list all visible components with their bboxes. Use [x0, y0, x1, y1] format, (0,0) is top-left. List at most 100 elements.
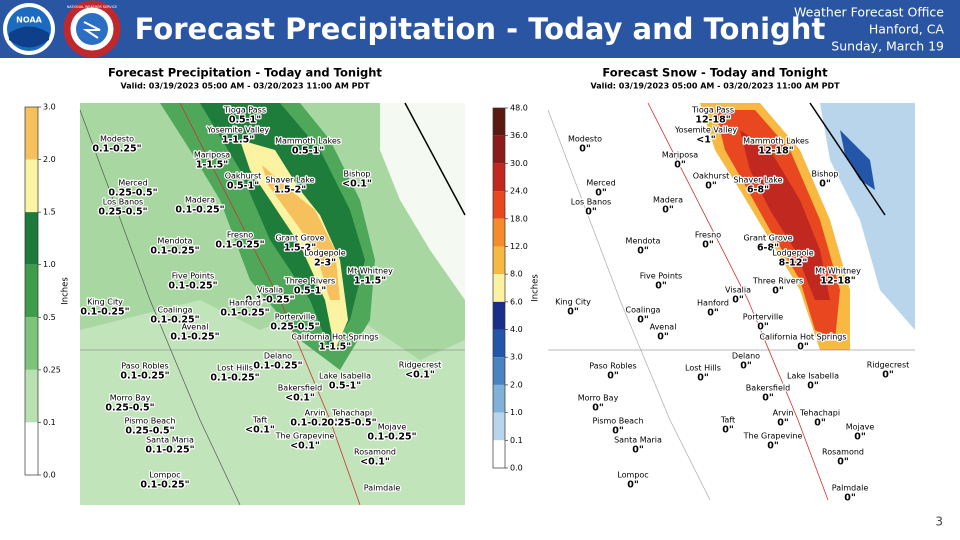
place-name: Fresno — [695, 231, 721, 240]
colorbar-tick-label: 24.0 — [510, 187, 528, 196]
colorbar-frame — [24, 106, 39, 476]
colorbar-band — [493, 108, 505, 136]
place-value: 0.1-0.25" — [120, 371, 169, 382]
colorbar-tick-label: 3.0 — [510, 353, 523, 362]
place-name: Merced — [586, 179, 615, 188]
place-name: Five Points — [640, 272, 682, 281]
place-value: 0" — [854, 432, 866, 443]
place-name: Palmdale — [364, 484, 401, 493]
place-value: 6-8" — [747, 185, 769, 196]
place-value: 0" — [697, 373, 709, 384]
place-name: Oakhurst — [693, 172, 730, 181]
place-name: Shaver Lake — [265, 176, 314, 185]
place-value: 0" — [595, 188, 607, 199]
place-value: 0.5-1" — [292, 146, 324, 157]
logo-text: NATIONAL WEATHER SERVICE — [67, 5, 117, 9]
place-name: Lompoc — [149, 471, 180, 480]
place-name: Lost Hills — [217, 364, 253, 373]
place-value: 0" — [579, 144, 591, 155]
place-value: 0.1-0.25" — [150, 246, 199, 257]
colorbar-tick-label: 12.0 — [510, 242, 528, 251]
place-name: Madera — [653, 196, 683, 205]
colorbar-label: Inches — [531, 274, 541, 302]
place-value: 12-18" — [695, 115, 730, 126]
place-name: Mt Whitney — [815, 267, 861, 276]
colorbar-tick-label: 0.1 — [510, 436, 523, 445]
colorbar-band — [25, 107, 38, 160]
place-name: Oakhurst — [225, 172, 262, 181]
place-value: 0" — [632, 445, 644, 456]
place-name: Madera — [185, 196, 215, 205]
place-name: Grant Grove — [275, 234, 324, 243]
place-value: 0" — [814, 418, 826, 429]
place-value: 12-18" — [758, 146, 793, 157]
place-name: Yosemite Valley — [674, 126, 738, 135]
place-value: 0" — [707, 308, 719, 319]
place-name: Modesto — [568, 135, 602, 144]
place-value: 0" — [757, 322, 769, 333]
colorbar-tick-label: 0.25 — [43, 365, 61, 374]
place-name: Ridgecrest — [867, 361, 910, 370]
place-value: 0.25-0.5" — [108, 188, 157, 199]
colorbar-band — [493, 274, 505, 302]
place-name: Lodgepole — [304, 249, 345, 258]
noaa-logo: NOAA — [3, 3, 55, 55]
place-value: 0.1-0.25" — [210, 373, 259, 384]
place-value: 0" — [627, 480, 639, 491]
place-value: 0.1-0.25" — [140, 480, 189, 491]
place-name: Arvin — [305, 409, 326, 418]
place-value: 0" — [612, 426, 624, 437]
place-value: 0.1-0.25" — [290, 418, 339, 429]
colorbar-tick-label: 18.0 — [510, 214, 528, 223]
place-value: 0" — [702, 240, 714, 251]
colorbar-band — [493, 329, 505, 358]
place-name: Paso Robles — [589, 362, 636, 371]
place-value: 0.1-0.25" — [245, 295, 294, 306]
colorbar-band — [493, 440, 505, 468]
colorbar-tick-label: 8.0 — [510, 270, 523, 279]
colorbar-tick-label: 48.0 — [510, 104, 528, 113]
place-value: 0" — [837, 457, 849, 468]
place-value: 0" — [722, 425, 734, 436]
place-name: Los Banos — [103, 198, 143, 207]
colorbar-band — [493, 301, 505, 330]
place-value: 0.5-1" — [229, 115, 261, 126]
place-value: 0" — [655, 281, 667, 292]
place-value: 0" — [637, 246, 649, 257]
place-value: 1.5-2" — [274, 185, 306, 196]
place-value: 0.1-0.25" — [175, 205, 224, 216]
place-value: 0" — [762, 393, 774, 404]
place-value: 2-3" — [314, 258, 336, 269]
colorbar-tick-label: 1.0 — [43, 260, 56, 269]
place-name: Morro Bay — [578, 394, 619, 403]
colorbar-label: Inches — [61, 277, 71, 305]
place-value: 0.1-0.25" — [80, 307, 129, 318]
place-value: 0.1-0.25" — [150, 315, 199, 326]
place-name: Mariposa — [194, 151, 230, 160]
place-name: Mendota — [158, 237, 193, 246]
place-value: 0.1-0.25" — [92, 144, 141, 155]
slide-title: Forecast Precipitation - Today and Tonig… — [135, 12, 826, 46]
place-value: 0" — [807, 381, 819, 392]
place-name: Tioga Pass — [223, 106, 266, 115]
place-name: Coalinga — [158, 306, 193, 315]
place-value: <1" — [696, 135, 716, 146]
place-value: <0.1" — [290, 441, 320, 452]
place-value: 0.1-0.25" — [170, 332, 219, 343]
place-name: Five Points — [172, 272, 214, 281]
place-value: 0.5-1" — [227, 181, 259, 192]
place-name: Santa Maria — [614, 436, 662, 445]
nws-logo: NATIONAL WEATHER SERVICE — [63, 0, 121, 58]
colorbar-band — [25, 422, 38, 475]
place-name: Rosamond — [354, 448, 396, 457]
place-value: 0" — [607, 371, 619, 382]
place-name: Porterville — [275, 313, 315, 322]
place-value: <0.1" — [342, 179, 372, 190]
place-name: Rosamond — [822, 448, 864, 457]
colorbar-tick-label: 2.0 — [510, 380, 523, 389]
place-value: 0.5-1" — [329, 381, 361, 392]
place-value: 0" — [705, 181, 717, 192]
place-name: The Grapevine — [743, 432, 803, 441]
place-value: 0.1-0.25" — [220, 308, 269, 319]
